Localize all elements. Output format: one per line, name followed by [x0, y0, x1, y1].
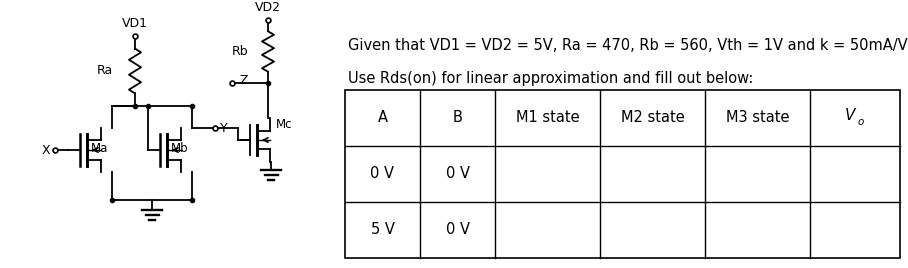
- Text: 0 V: 0 V: [446, 222, 469, 237]
- Text: VD2: VD2: [255, 1, 281, 14]
- Text: Ma: Ma: [92, 142, 109, 154]
- Text: VD1: VD1: [122, 17, 148, 30]
- Text: M3 state: M3 state: [725, 110, 789, 125]
- Text: Use Rds(on) for linear approximation and fill out below:: Use Rds(on) for linear approximation and…: [348, 71, 754, 86]
- Text: B: B: [452, 110, 462, 125]
- Text: 0 V: 0 V: [446, 166, 469, 181]
- Text: Ra: Ra: [97, 65, 113, 77]
- Text: Mc: Mc: [276, 118, 292, 132]
- Text: o: o: [858, 117, 864, 127]
- Text: Given that VD1 = VD2 = 5V, Ra = 470, Rb = 560, Vth = 1V and k = 50mA/V^2.: Given that VD1 = VD2 = 5V, Ra = 470, Rb …: [348, 38, 908, 53]
- Text: 5 V: 5 V: [370, 222, 394, 237]
- Text: V: V: [844, 107, 855, 122]
- Text: X: X: [42, 143, 50, 157]
- Text: M2 state: M2 state: [621, 110, 685, 125]
- Text: Y: Y: [220, 121, 228, 135]
- Text: A: A: [378, 110, 388, 125]
- Text: Z: Z: [239, 73, 248, 87]
- Text: Rb: Rb: [232, 45, 248, 58]
- Text: M1 state: M1 state: [516, 110, 579, 125]
- Text: 0 V: 0 V: [370, 166, 394, 181]
- Bar: [345, 90, 900, 258]
- Text: Mb: Mb: [172, 142, 189, 154]
